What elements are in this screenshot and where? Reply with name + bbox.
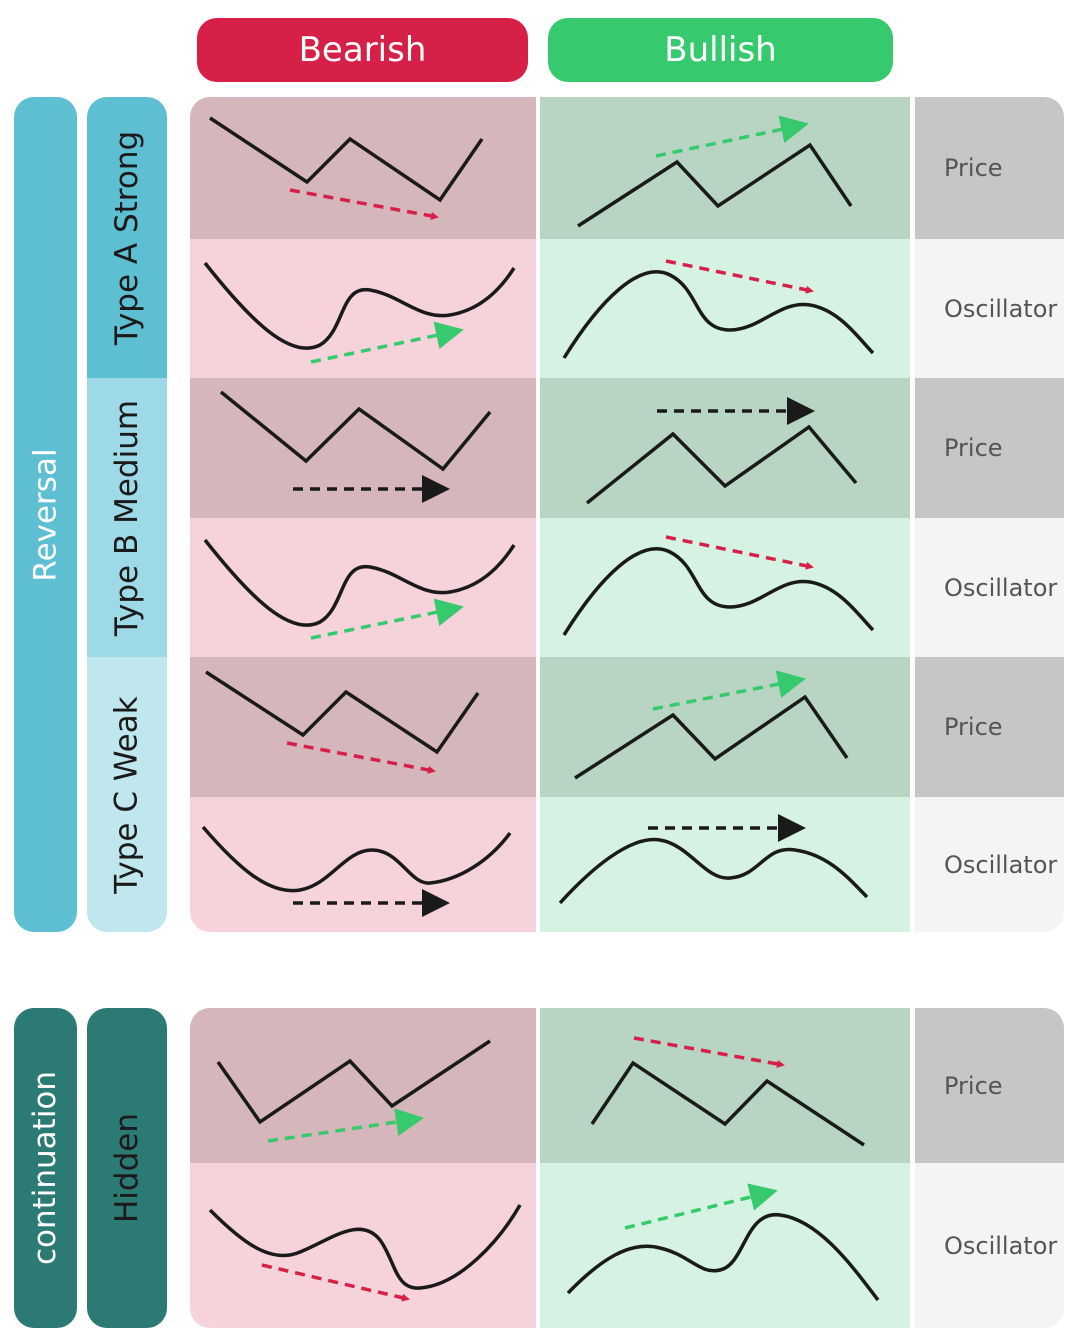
reversal-bar: Reversal	[14, 97, 77, 932]
price-line	[205, 670, 480, 755]
oscillator-curve	[566, 1213, 880, 1302]
reversal-grid: Price Oscillator Price Oscillator Price …	[190, 97, 1064, 932]
bullish-price-b	[540, 378, 910, 518]
bearish-header: Bearish	[197, 18, 528, 82]
bearish-price-hidden	[190, 1008, 536, 1163]
type-c-bar: Type C Weak	[87, 657, 167, 932]
bullish-price-c	[540, 657, 910, 797]
red-arrow	[286, 741, 436, 774]
row-label-price: Price	[915, 1008, 1064, 1163]
oscillator-text: Oscillator	[944, 850, 1058, 879]
bearish-price-a	[190, 97, 536, 239]
oscillator-curve	[203, 538, 516, 627]
green-arrow	[624, 1183, 778, 1230]
oscillator-text: Oscillator	[944, 294, 1058, 323]
bullish-osc-b	[540, 518, 910, 657]
price-text: Price	[944, 713, 1003, 741]
price-line	[574, 694, 849, 780]
row-label-oscillator: Oscillator	[915, 1163, 1064, 1328]
green-arrow	[652, 670, 806, 711]
bearish-price-c	[190, 657, 536, 797]
red-arrow	[289, 188, 439, 220]
bullish-osc-hidden	[540, 1163, 910, 1328]
bullish-price-hidden	[540, 1008, 910, 1163]
bullish-price-a	[540, 97, 910, 239]
price-line	[577, 142, 853, 228]
price-line	[590, 1060, 865, 1147]
row-label-oscillator: Oscillator	[915, 797, 1064, 932]
bearish-price-b	[190, 378, 536, 518]
continuation-bar: continuation	[14, 1008, 77, 1328]
oscillator-text: Oscillator	[944, 573, 1058, 602]
green-arrow	[310, 321, 464, 364]
type-b-bar: Type B Medium	[87, 378, 167, 657]
oscillator-curve	[562, 270, 875, 359]
price-text: Price	[944, 1071, 1003, 1100]
price-text: Price	[944, 154, 1003, 182]
bullish-label: Bullish	[664, 30, 777, 70]
oscillator-text: Oscillator	[944, 1231, 1058, 1260]
price-line	[216, 1039, 491, 1125]
green-arrow	[267, 1108, 424, 1143]
oscillator-curve	[208, 1204, 522, 1290]
red-arrow	[665, 535, 814, 570]
bearish-label: Bearish	[298, 30, 427, 70]
row-label-oscillator: Oscillator	[915, 239, 1064, 378]
price-line	[209, 116, 484, 203]
continuation-grid: Price Oscillator	[190, 1008, 1064, 1328]
oscillator-curve	[203, 261, 516, 350]
red-arrow	[633, 1036, 785, 1068]
red-arrow	[261, 1263, 410, 1302]
green-arrow	[310, 598, 464, 640]
red-arrow	[665, 259, 814, 294]
oscillator-curve	[558, 837, 869, 905]
row-label-oscillator: Oscillator	[915, 518, 1064, 657]
oscillator-curve	[562, 547, 875, 636]
oscillator-curve	[201, 825, 512, 893]
hidden-bar: Hidden	[87, 1008, 167, 1328]
price-line	[585, 424, 858, 505]
row-label-price: Price	[915, 97, 1064, 239]
bearish-osc-a	[190, 239, 536, 378]
price-line	[219, 390, 492, 472]
price-text: Price	[944, 434, 1003, 462]
bullish-header: Bullish	[548, 18, 893, 82]
type-a-bar: Type A Strong	[87, 97, 167, 378]
green-arrow	[655, 115, 809, 158]
row-label-price: Price	[915, 378, 1064, 518]
bearish-osc-hidden	[190, 1163, 536, 1328]
row-label-price: Price	[915, 657, 1064, 797]
